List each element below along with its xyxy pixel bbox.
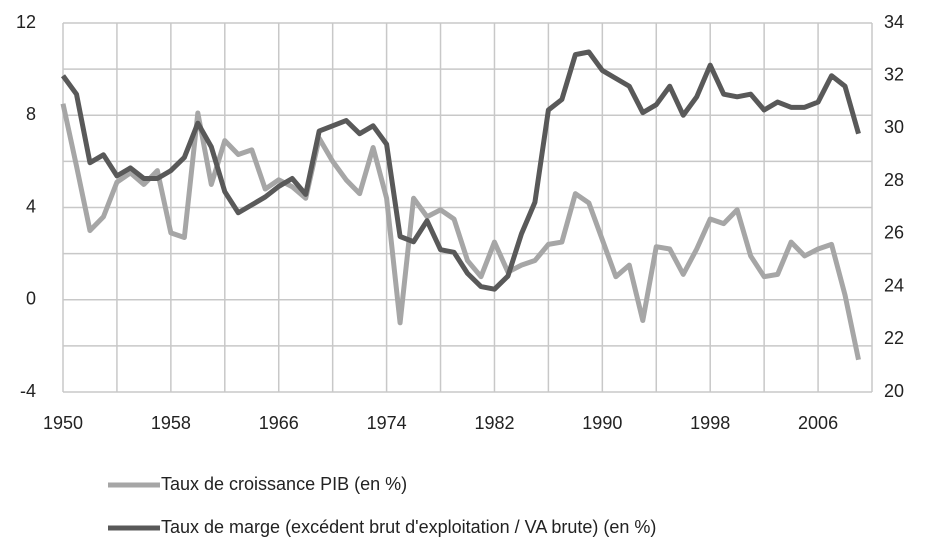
x-tick-label: 1990 — [582, 413, 622, 433]
y2-tick-label: 28 — [884, 170, 904, 190]
y-tick-label: 0 — [26, 289, 36, 309]
y-tick-label: 4 — [26, 196, 36, 216]
y-tick-label: 12 — [16, 12, 36, 32]
y2-tick-label: 32 — [884, 64, 904, 84]
x-tick-label: 1974 — [367, 413, 407, 433]
legend-label: Taux de marge (excédent brut d'exploitat… — [161, 517, 656, 537]
x-tick-label: 1966 — [259, 413, 299, 433]
y2-tick-label: 20 — [884, 381, 904, 401]
series-line — [60, 103, 861, 361]
y2-tick-label: 30 — [884, 117, 904, 137]
y2-tick-label: 34 — [884, 12, 904, 32]
x-tick-label: 1982 — [474, 413, 514, 433]
y-tick-label: 8 — [26, 104, 36, 124]
y2-tick-label: 24 — [884, 275, 904, 295]
x-tick-label: 2006 — [798, 413, 838, 433]
legend-label: Taux de croissance PIB (en %) — [161, 474, 407, 494]
x-tick-label: 1958 — [151, 413, 191, 433]
y-tick-label: -4 — [20, 381, 36, 401]
x-tick-label: 1998 — [690, 413, 730, 433]
x-tick-label: 1950 — [43, 413, 83, 433]
y2-tick-label: 26 — [884, 223, 904, 243]
y2-tick-label: 22 — [884, 328, 904, 348]
series-line — [60, 49, 861, 292]
